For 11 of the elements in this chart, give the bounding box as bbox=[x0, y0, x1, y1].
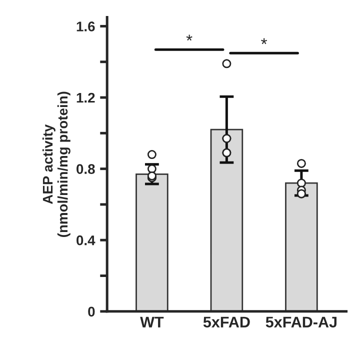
x-tick-label: 5xFAD bbox=[203, 316, 250, 328]
annotation: * bbox=[186, 34, 192, 41]
x-tick-label: WT bbox=[140, 316, 164, 328]
y-tick-label: 0.8 bbox=[76, 164, 95, 174]
y-tick-label: 0.4 bbox=[76, 235, 96, 246]
y-axis-title: AEP activity (nmol/min/mg protein) bbox=[42, 92, 70, 237]
x-tick-label: 5xFAD-AJ bbox=[266, 316, 336, 328]
y-tick-label: 0 bbox=[88, 306, 95, 317]
y-tick-label: 1.6 bbox=[76, 22, 95, 32]
y-tick-label: 1.2 bbox=[76, 92, 95, 103]
annotation: * bbox=[261, 38, 268, 44]
